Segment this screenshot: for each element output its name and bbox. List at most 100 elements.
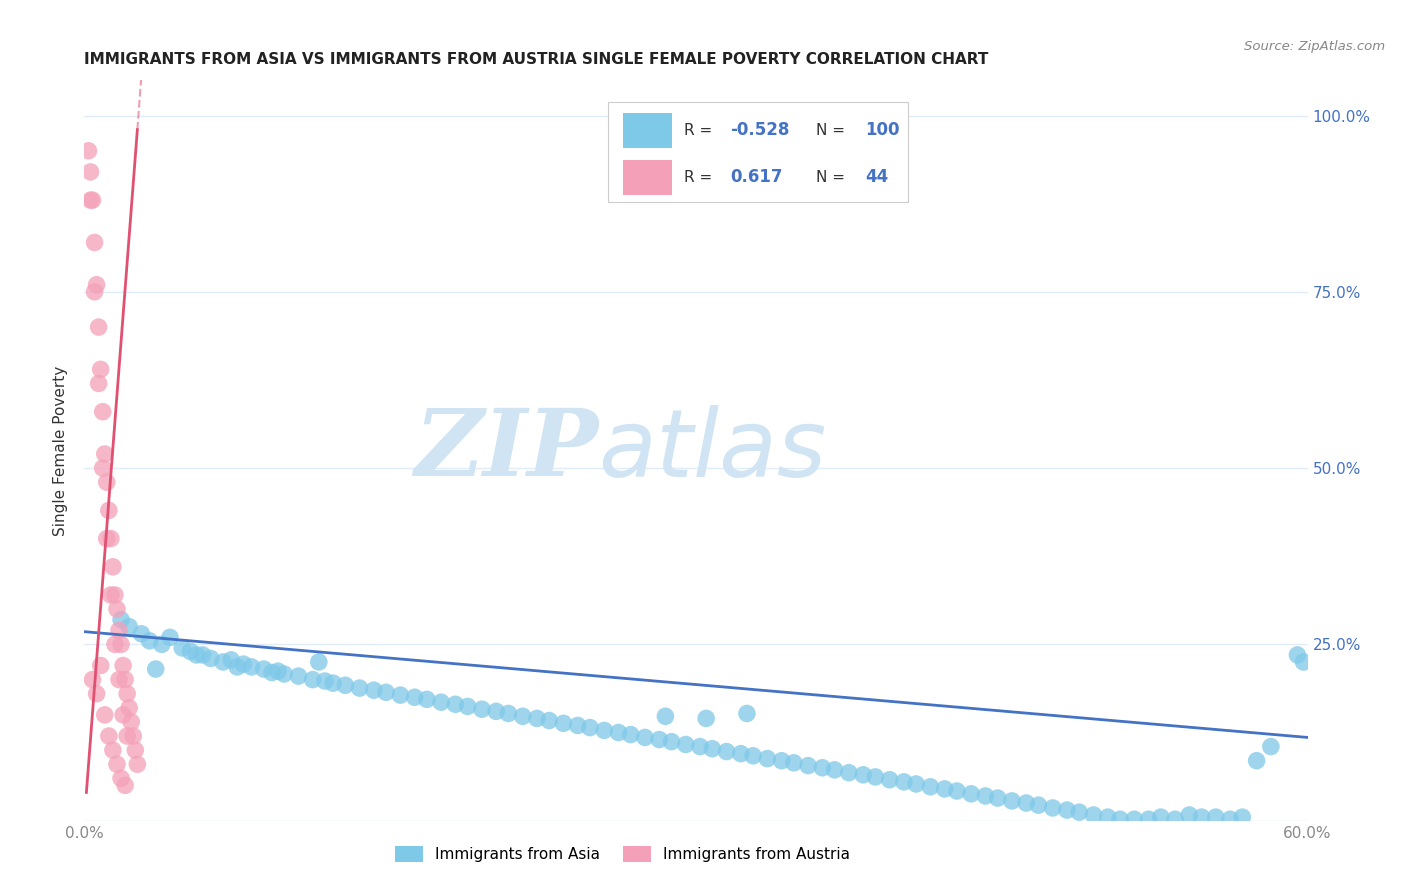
Point	[770, 754, 793, 768]
Point	[93, 447, 115, 461]
Point	[90, 658, 112, 673]
Point	[131, 627, 153, 641]
Point	[1150, 810, 1173, 824]
Point	[267, 664, 290, 678]
Point	[97, 503, 120, 517]
Point	[905, 777, 928, 791]
Point	[77, 144, 100, 158]
Point	[1164, 812, 1187, 826]
Point	[112, 707, 135, 722]
Point	[97, 729, 120, 743]
Point	[1178, 808, 1201, 822]
Text: atlas: atlas	[598, 405, 827, 496]
Point	[920, 780, 942, 794]
Point	[1260, 739, 1282, 754]
Point	[240, 660, 263, 674]
Point	[865, 770, 887, 784]
Point	[634, 731, 657, 745]
Point	[974, 789, 997, 803]
Point	[322, 676, 344, 690]
Point	[363, 683, 385, 698]
Point	[112, 658, 135, 673]
Text: 100: 100	[865, 121, 900, 139]
FancyBboxPatch shape	[623, 112, 672, 148]
Point	[512, 709, 534, 723]
Point	[444, 698, 467, 712]
Text: 44: 44	[865, 169, 889, 186]
Point	[526, 711, 548, 725]
Point	[485, 704, 508, 718]
Point	[567, 718, 589, 732]
Point	[1001, 794, 1024, 808]
Point	[1219, 812, 1241, 826]
Point	[115, 687, 138, 701]
Point	[212, 655, 235, 669]
Point	[86, 687, 108, 701]
Point	[101, 559, 124, 574]
Point	[1205, 810, 1227, 824]
Point	[138, 633, 160, 648]
Point	[90, 362, 112, 376]
Text: N =: N =	[815, 170, 849, 185]
Point	[1246, 754, 1268, 768]
Point	[287, 669, 309, 683]
Point	[1097, 810, 1119, 824]
Point	[79, 165, 101, 179]
Point	[122, 729, 145, 743]
Text: IMMIGRANTS FROM ASIA VS IMMIGRANTS FROM AUSTRIA SINGLE FEMALE POVERTY CORRELATIO: IMMIGRANTS FROM ASIA VS IMMIGRANTS FROM …	[84, 52, 988, 67]
Point	[730, 747, 752, 761]
Point	[735, 706, 758, 721]
Point	[1083, 808, 1105, 822]
Point	[86, 277, 108, 292]
Point	[1042, 801, 1064, 815]
Point	[83, 235, 105, 250]
Point	[349, 681, 371, 695]
Point	[1123, 812, 1146, 826]
Point	[946, 784, 969, 798]
Point	[87, 376, 110, 391]
Point	[91, 405, 114, 419]
Point	[742, 748, 765, 763]
Text: R =: R =	[683, 123, 717, 138]
Point	[308, 655, 330, 669]
Point	[375, 685, 398, 699]
Point	[104, 637, 127, 651]
Point	[82, 673, 104, 687]
Point	[457, 699, 479, 714]
Point	[1191, 810, 1213, 824]
Point	[1137, 812, 1160, 826]
Point	[1028, 798, 1050, 813]
Point	[695, 711, 717, 725]
Point	[110, 772, 132, 786]
FancyBboxPatch shape	[607, 103, 908, 202]
Point	[200, 651, 222, 665]
Point	[648, 732, 671, 747]
Point	[100, 588, 122, 602]
Point	[232, 657, 254, 672]
Point	[893, 775, 915, 789]
Point	[593, 723, 616, 738]
Point	[811, 761, 834, 775]
Point	[159, 630, 181, 644]
Point	[1015, 796, 1038, 810]
Point	[108, 624, 131, 638]
Point	[87, 320, 110, 334]
Point	[1232, 810, 1254, 824]
Text: 0.617: 0.617	[730, 169, 783, 186]
Point	[1069, 805, 1091, 820]
Text: N =: N =	[815, 123, 849, 138]
Point	[219, 653, 242, 667]
Point	[960, 787, 983, 801]
Point	[172, 640, 194, 655]
Point	[579, 721, 602, 735]
Point	[91, 461, 114, 475]
Point	[879, 772, 901, 787]
Point	[1286, 648, 1309, 662]
Point	[314, 673, 336, 688]
Point	[797, 758, 820, 772]
Point	[110, 637, 132, 651]
Point	[186, 648, 208, 662]
Point	[852, 768, 875, 782]
Point	[607, 725, 630, 739]
Point	[145, 662, 167, 676]
